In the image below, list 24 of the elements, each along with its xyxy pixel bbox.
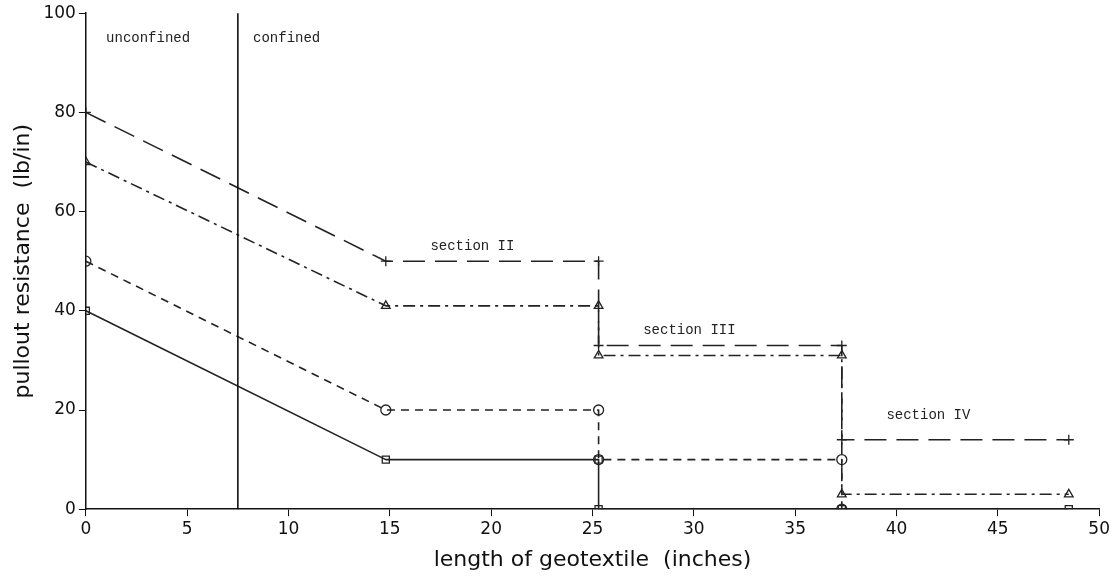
x-axis-title: length of geotextile (inches) bbox=[433, 545, 752, 571]
y-tick-label: 0 bbox=[65, 497, 76, 518]
y-tick-label: 60 bbox=[54, 200, 76, 221]
x-tick-label: 20 bbox=[480, 517, 502, 538]
x-tick-label: 15 bbox=[379, 517, 401, 538]
annotation: section III bbox=[643, 322, 736, 339]
x-tick-label: 45 bbox=[987, 517, 1009, 538]
x-tick-label: 5 bbox=[181, 517, 193, 538]
y-tick-label: 20 bbox=[54, 398, 76, 419]
y-axis-title: pullout resistance (lb/in) bbox=[8, 123, 34, 399]
annotation: section IV bbox=[886, 406, 971, 423]
annotation: unconfined bbox=[106, 29, 191, 46]
annotation: confined bbox=[253, 29, 321, 46]
x-tick-label: 0 bbox=[80, 517, 92, 538]
x-tick-label: 30 bbox=[683, 517, 705, 538]
x-tick-label: 25 bbox=[581, 517, 604, 538]
y-tick-label: 80 bbox=[54, 100, 76, 121]
x-tick-label: 10 bbox=[277, 517, 300, 538]
y-tick-label: 40 bbox=[54, 299, 76, 320]
x-tick-label: 50 bbox=[1088, 517, 1110, 538]
y-tick-label: 100 bbox=[43, 1, 76, 22]
x-tick-label: 35 bbox=[784, 517, 806, 538]
annotation: section II bbox=[430, 238, 515, 255]
x-tick-label: 40 bbox=[885, 517, 908, 538]
